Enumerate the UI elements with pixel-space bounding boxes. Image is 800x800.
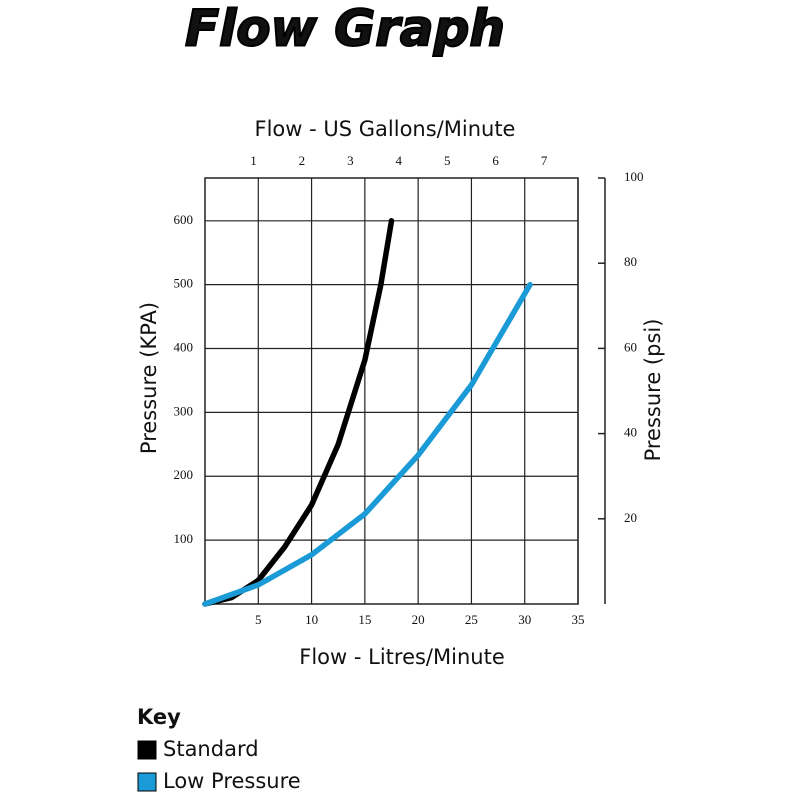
legend-title: Key bbox=[137, 705, 181, 729]
x-tick-label: 10 bbox=[305, 612, 318, 627]
chart-title: Flow Graph bbox=[185, 0, 505, 58]
y2-tick-label: 40 bbox=[624, 425, 637, 440]
y-tick-label: 500 bbox=[174, 276, 194, 291]
x2-tick-label: 4 bbox=[396, 153, 403, 168]
x2-tick-label: 3 bbox=[347, 153, 354, 168]
y-tick-label: 400 bbox=[174, 340, 194, 355]
y-tick-label: 200 bbox=[174, 467, 194, 482]
y2-tick-label: 80 bbox=[624, 254, 637, 269]
x2-tick-label: 5 bbox=[444, 153, 451, 168]
legend-label: Low Pressure bbox=[163, 769, 301, 793]
series-line bbox=[202, 281, 533, 607]
x-axis-title: Flow - Litres/Minute bbox=[299, 645, 504, 669]
x-tick-label: 25 bbox=[465, 612, 478, 627]
y2-axis-title: Pressure (psi) bbox=[641, 319, 665, 462]
y-tick-label: 300 bbox=[174, 403, 194, 418]
x2-tick-label: 6 bbox=[492, 153, 499, 168]
y2-tick-label: 20 bbox=[624, 510, 637, 525]
x-tick-label: 15 bbox=[358, 612, 371, 627]
x2-tick-label: 1 bbox=[250, 153, 257, 168]
x2-axis-title: Flow - US Gallons/Minute bbox=[255, 117, 516, 141]
y2-tick-label: 100 bbox=[624, 169, 644, 184]
y2-tick-label: 60 bbox=[624, 339, 637, 354]
x-tick-label: 5 bbox=[255, 612, 262, 627]
y-axis-title: Pressure (KPA) bbox=[137, 302, 161, 454]
y-tick-label: 600 bbox=[174, 212, 194, 227]
x-tick-label: 35 bbox=[572, 612, 585, 627]
x-tick-label: 20 bbox=[412, 612, 425, 627]
legend-swatch bbox=[137, 772, 157, 792]
legend-swatch bbox=[137, 740, 157, 760]
legend-label: Standard bbox=[163, 737, 259, 761]
x2-tick-label: 7 bbox=[541, 153, 548, 168]
y-tick-label: 100 bbox=[174, 531, 194, 546]
x2-tick-label: 2 bbox=[299, 153, 306, 168]
x-tick-label: 30 bbox=[518, 612, 531, 627]
